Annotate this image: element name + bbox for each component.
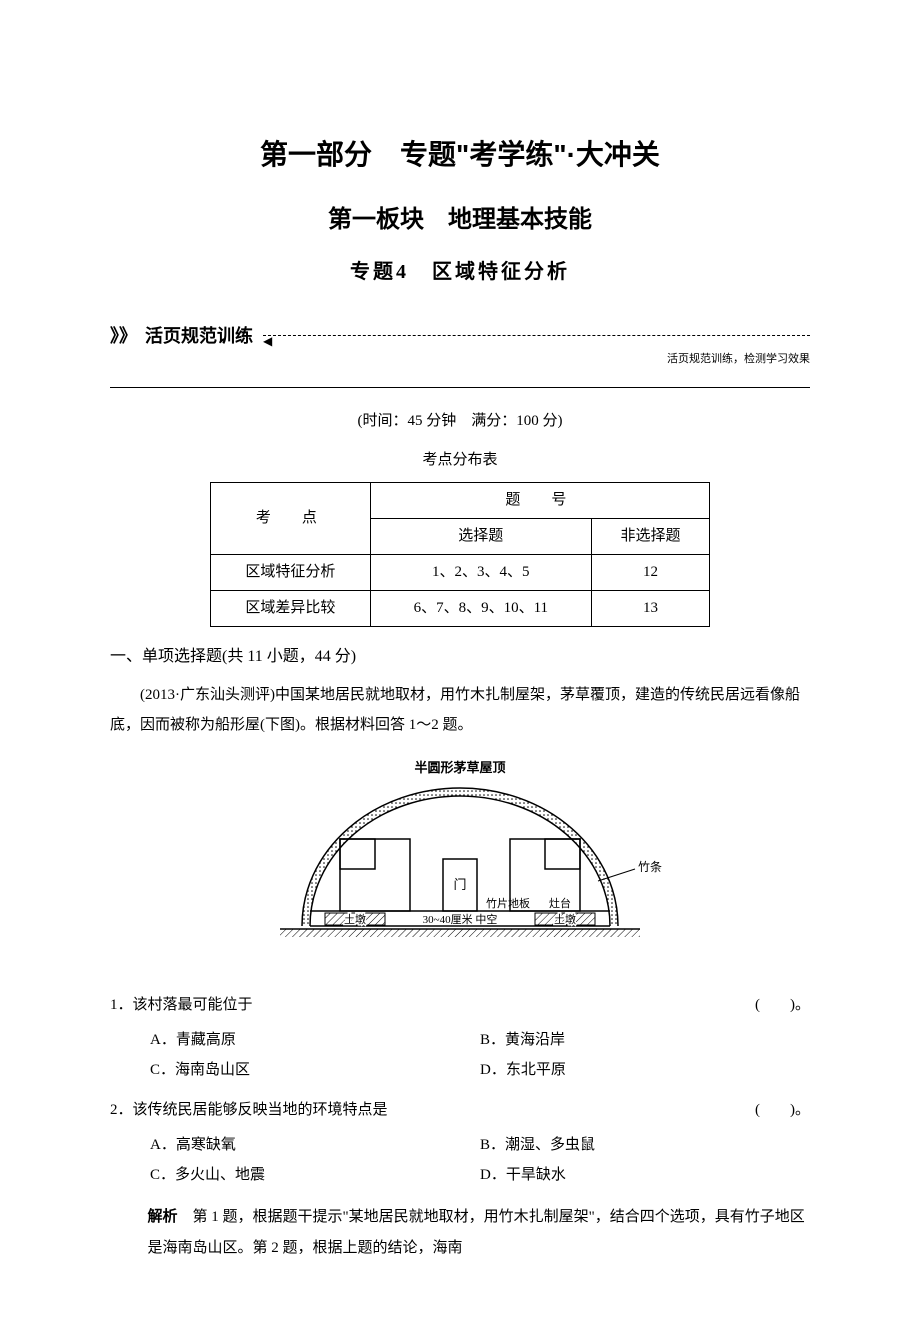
title-main: 第一部分 专题"考学练"·大冲关	[110, 130, 810, 180]
q2-line: 2．该传统民居能够反映当地的环境特点是 ( )。	[110, 1097, 810, 1124]
th-topic: 考 点	[211, 482, 371, 554]
q2-option-c: C．多火山、地震	[150, 1160, 480, 1190]
q1-option-a: A．青藏高原	[150, 1025, 480, 1055]
td-non: 13	[591, 590, 709, 626]
title-sub: 第一板块 地理基本技能	[110, 198, 810, 241]
table-row: 区域差异比较 6、7、8、9、10、11 13	[211, 590, 710, 626]
td-topic: 区域特征分析	[211, 554, 371, 590]
chevrons-icon: 》》	[110, 320, 137, 352]
passage-intro: (2013·广东汕头测评)中国某地居民就地取材，用竹木扎制屋架，茅草覆顶，建造的…	[110, 680, 810, 740]
q1-paren: ( )。	[755, 992, 810, 1019]
arrow-head-icon: ◀	[263, 331, 272, 353]
q1-options: A．青藏高原 B．黄海沿岸 C．海南岛山区 D．东北平原	[110, 1025, 810, 1085]
title-topic: 专题4 区域特征分析	[110, 254, 810, 290]
time-score: (时间：45 分钟 满分：100 分)	[110, 408, 810, 435]
diagram-top-label: 半圆形茅草屋顶	[110, 756, 810, 779]
diagram-hollow-label: 30~40厘米 中空	[423, 912, 498, 926]
diagram-stove-label: 灶台	[549, 896, 571, 910]
td-topic: 区域差异比较	[211, 590, 371, 626]
section-bar-title: 活页规范训练	[145, 320, 253, 352]
q1-stem: 1．该村落最可能位于	[110, 992, 253, 1019]
q1-option-b: B．黄海沿岸	[480, 1025, 810, 1055]
q2-options: A．高寒缺氧 B．潮湿、多虫鼠 C．多火山、地震 D．干旱缺水	[110, 1130, 810, 1190]
th-mcq: 选择题	[370, 518, 591, 554]
th-non-mcq: 非选择题	[591, 518, 709, 554]
section-underline	[110, 387, 810, 388]
diagram-svg: 门 土墩 土墩 30~40厘米 中空 竹片地板 灶台 竹条	[250, 781, 670, 961]
section-bar: 》》 活页规范训练 ◀ 活页规范训练，检测学习效果	[110, 320, 810, 352]
boat-house-diagram: 半圆形茅草屋顶 门 土墩 土墩 30~40厘米 中空	[110, 756, 810, 972]
diagram-door-label: 门	[453, 877, 466, 892]
analysis-block: 解析 第 1 题，根据题干提示"某地居民就地取材，用竹木扎制屋架"，结合四个选项…	[110, 1202, 810, 1265]
q2-stem: 2．该传统民居能够反映当地的环境特点是	[110, 1097, 388, 1124]
analysis-label: 解析	[148, 1209, 178, 1225]
arrow-line: ◀	[263, 335, 810, 336]
td-mcq: 6、7、8、9、10、11	[370, 590, 591, 626]
td-non: 12	[591, 554, 709, 590]
dist-table-caption: 考点分布表	[110, 447, 810, 474]
distribution-table: 考 点 题 号 选择题 非选择题 区域特征分析 1、2、3、4、5 12 区域差…	[210, 482, 710, 627]
q1-option-d: D．东北平原	[480, 1055, 810, 1085]
q2-paren: ( )。	[755, 1097, 810, 1124]
q1-line: 1．该村落最可能位于 ( )。	[110, 992, 810, 1019]
diagram-mound-right: 土墩	[554, 912, 576, 926]
td-mcq: 1、2、3、4、5	[370, 554, 591, 590]
q1-option-c: C．海南岛山区	[150, 1055, 480, 1085]
diagram-floor-label: 竹片地板	[486, 896, 530, 910]
q2-option-d: D．干旱缺水	[480, 1160, 810, 1190]
q2-option-b: B．潮湿、多虫鼠	[480, 1130, 810, 1160]
analysis-text: 第 1 题，根据题干提示"某地居民就地取材，用竹木扎制屋架"，结合四个选项，具有…	[148, 1209, 805, 1257]
diagram-bamboo-label: 竹条	[638, 860, 662, 874]
table-row: 考 点 题 号	[211, 482, 710, 518]
table-row: 区域特征分析 1、2、3、4、5 12	[211, 554, 710, 590]
diagram-mound-left: 土墩	[344, 912, 366, 926]
section-one-heading: 一、单项选择题(共 11 小题，44 分)	[110, 643, 810, 672]
q2-option-a: A．高寒缺氧	[150, 1130, 480, 1160]
th-number: 题 号	[370, 482, 709, 518]
section-bar-caption: 活页规范训练，检测学习效果	[667, 350, 810, 370]
